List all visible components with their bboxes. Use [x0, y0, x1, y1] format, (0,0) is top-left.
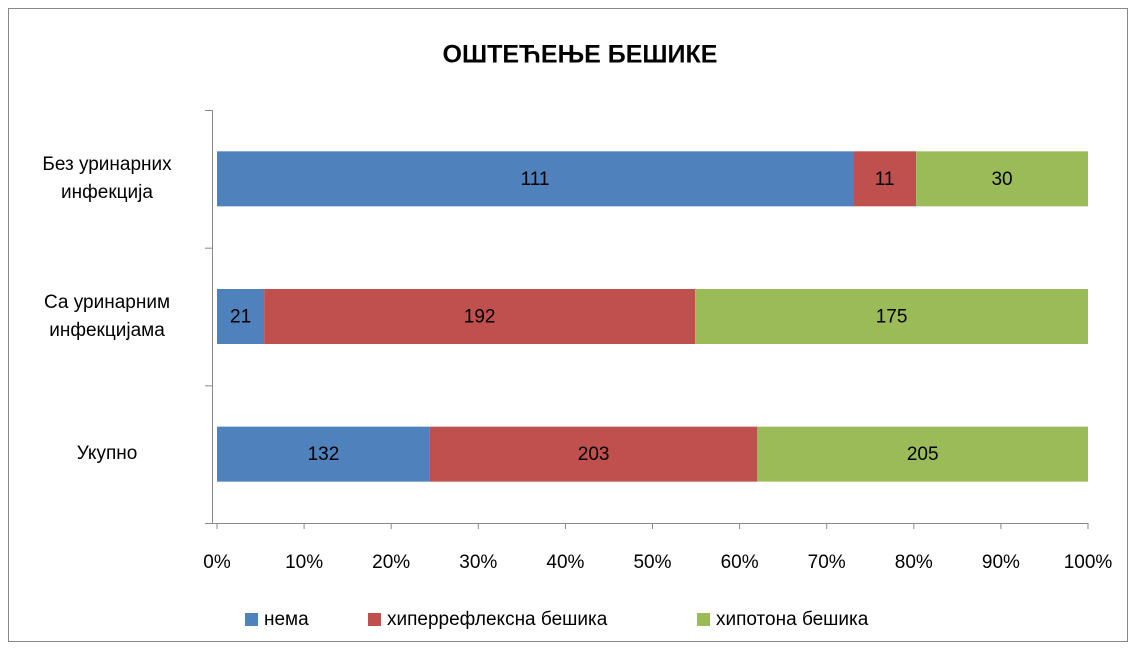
chart-title: ОШТЕЋЕЊЕ БЕШИКЕ: [443, 41, 718, 69]
x-tick-label: 30%: [459, 552, 497, 573]
bar-segment: [853, 151, 917, 207]
y-tick-label: Укупно: [76, 443, 138, 465]
bar-segment: [695, 289, 1088, 344]
y-tick-label: Без уринарних инфекција: [42, 153, 172, 203]
legend-label: хипотона бешика: [716, 609, 869, 630]
legend-swatch: [697, 613, 710, 626]
legend-label: хиперрефлексна бешика: [387, 609, 608, 630]
x-tick-label: 90%: [982, 552, 1020, 573]
bar-segment: [429, 426, 758, 482]
x-tick-label: 10%: [285, 552, 323, 573]
legend-label: нема: [264, 609, 309, 630]
y-tick-label: Са уринарним инфекцијама: [43, 291, 171, 341]
data-label: 203: [578, 444, 610, 465]
x-tick-label: 0%: [203, 552, 231, 573]
bar-segment: [916, 151, 1088, 207]
bar-segment: [217, 426, 430, 482]
x-tick-label: 100%: [1064, 552, 1113, 573]
bar-segment: [757, 426, 1088, 482]
x-tick-label: 70%: [808, 552, 846, 573]
data-label: 175: [876, 307, 908, 328]
data-label: 11: [875, 169, 895, 190]
data-label: 111: [521, 169, 550, 190]
data-label: 21: [230, 307, 251, 328]
x-tick-label: 80%: [895, 552, 933, 573]
data-label: 30: [991, 169, 1012, 190]
data-label: 192: [464, 307, 496, 328]
legend-swatch: [368, 613, 381, 626]
data-label: 132: [308, 444, 340, 465]
bar-segment: [217, 289, 265, 344]
x-tick-label: 60%: [721, 552, 759, 573]
legend-swatch: [245, 613, 258, 626]
x-tick-label: 50%: [633, 552, 671, 573]
x-tick-label: 40%: [546, 552, 584, 573]
bar-segment: [264, 289, 696, 344]
x-tick-label: 20%: [372, 552, 410, 573]
data-label: 205: [907, 444, 939, 465]
bar-segment: [217, 151, 854, 207]
